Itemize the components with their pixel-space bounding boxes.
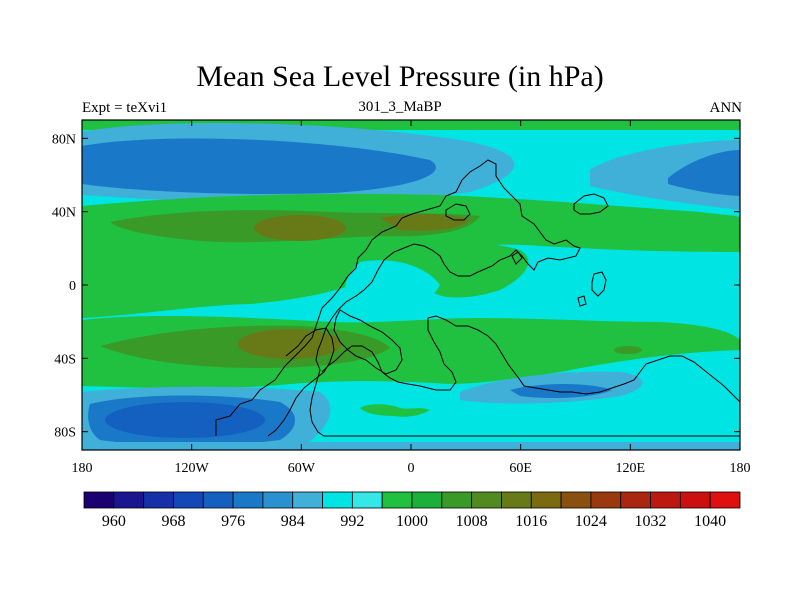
lat-tick-label: 40S — [54, 352, 76, 367]
colorbar-label: 1008 — [456, 513, 488, 530]
south-green-patch — [360, 404, 430, 417]
colorbar-swatch — [173, 491, 204, 509]
colorbar-swatch — [501, 491, 532, 509]
colorbar: 960 968 976 984 992 1000 1008 1016 1024 1032 1040 — [83, 491, 741, 530]
lon-tick-label: 180 — [730, 461, 751, 476]
colorbar-swatch — [322, 491, 353, 509]
north-high-band-2 — [380, 241, 529, 298]
south-high-core — [238, 329, 342, 359]
landmass-b-outline — [333, 309, 403, 375]
colorbar-swatch — [530, 491, 562, 509]
landmass-e-outline — [577, 295, 587, 307]
colorbar-label: 1016 — [515, 513, 547, 530]
colorbar-swatch — [381, 491, 413, 509]
colorbar-swatch — [292, 491, 323, 509]
colorbar-label: 976 — [221, 513, 245, 530]
colorbar-swatch — [83, 491, 115, 509]
northeast-low-outer — [590, 140, 740, 210]
period-label: 301_3_MaBP — [358, 99, 442, 115]
south-low-core — [105, 402, 265, 438]
lon-tick-label: 120E — [616, 461, 646, 476]
colorbar-label: 992 — [340, 513, 364, 530]
colorbar-swatch — [262, 491, 294, 509]
colorbar-swatch — [560, 491, 592, 509]
lon-tick-label: 60W — [288, 461, 316, 476]
lon-tick-label: 180 — [72, 461, 93, 476]
colorbar-label: 960 — [102, 513, 126, 530]
colorbar-label: 1032 — [635, 513, 667, 530]
pressure-field — [82, 120, 740, 450]
lat-tick-label: 40N — [52, 206, 76, 221]
lon-tick-label: 0 — [408, 461, 415, 476]
landmass-f-outline — [445, 203, 471, 221]
colorbar-swatch — [620, 491, 651, 509]
indian-high-core — [614, 346, 642, 354]
landmass-a-outline — [267, 327, 335, 437]
colorbar-label: 968 — [161, 513, 185, 530]
northeast-low-core — [668, 150, 740, 196]
colorbar-label: 984 — [281, 513, 305, 530]
colorbar-swatch — [441, 491, 473, 509]
continent-outlines — [215, 159, 740, 437]
colorbar-swatch — [113, 491, 145, 509]
colorbar-label: 1040 — [694, 513, 726, 530]
landmass-west-outline — [215, 159, 740, 437]
north-low-core — [82, 138, 436, 194]
landmass-g-outline — [511, 251, 523, 265]
lat-tick-label: 80S — [54, 426, 76, 441]
axis-ticks: 80N 40N 0 40S 80S 180 120W 60W 0 60E 120E 180 — [52, 120, 751, 476]
landmass-c-outline — [573, 193, 609, 215]
colorbar-swatch — [590, 491, 622, 509]
north-high-core — [254, 215, 346, 241]
lon-tick-label: 120W — [175, 461, 210, 476]
tropical-pool — [345, 260, 440, 317]
colorbar-label: 1024 — [575, 513, 607, 530]
colorbar-swatch — [650, 491, 681, 509]
landmass-d-outline — [591, 271, 607, 297]
colorbar-swatch — [709, 491, 741, 509]
colorbar-swatch — [202, 491, 234, 509]
lon-tick-label: 60E — [509, 461, 532, 476]
season-label: ANN — [709, 100, 743, 116]
colorbar-swatch — [471, 491, 502, 509]
colorbar-swatch — [232, 491, 264, 509]
lat-tick-label: 0 — [69, 279, 76, 294]
lat-tick-label: 80N — [52, 132, 76, 147]
colorbar-swatch — [679, 491, 711, 509]
experiment-label: Expt = teXvi1 — [82, 100, 168, 116]
chart-title: Mean Sea Level Pressure (in hPa) — [196, 60, 604, 93]
colorbar-swatch — [351, 491, 383, 509]
colorbar-swatch — [143, 491, 174, 509]
colorbar-label: 1000 — [396, 513, 428, 530]
colorbar-swatch — [411, 491, 443, 509]
